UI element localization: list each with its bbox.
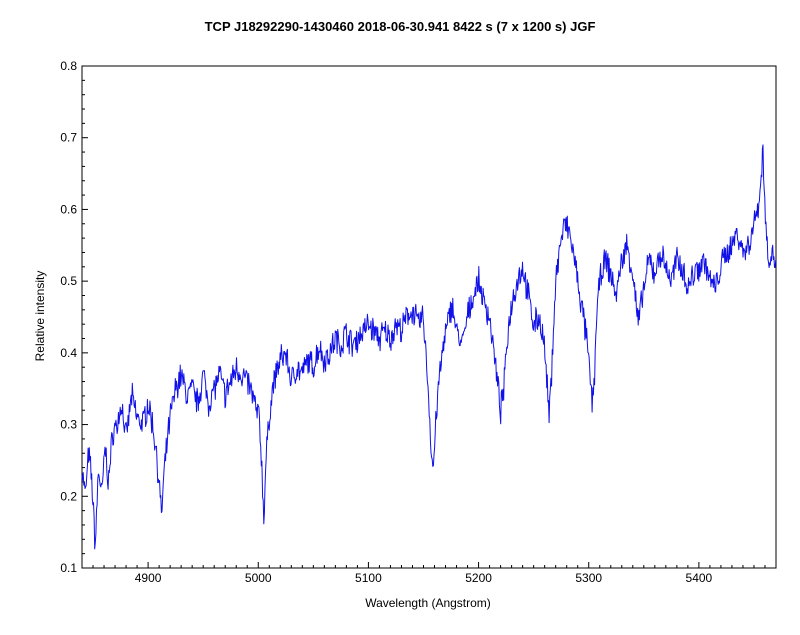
x-tick-label-5400: 5400 <box>686 571 713 585</box>
x-tick-label-4900: 4900 <box>135 571 162 585</box>
y-tick-label-0.5: 0.5 <box>60 274 77 288</box>
y-tick-label-0.7: 0.7 <box>60 131 77 145</box>
x-tick-label-5200: 5200 <box>465 571 492 585</box>
y-tick-label-0.4: 0.4 <box>60 346 77 360</box>
y-tick-label-0.3: 0.3 <box>60 418 77 432</box>
series-layer <box>81 144 777 550</box>
series-line-0 <box>81 144 777 550</box>
x-tick-label-5300: 5300 <box>575 571 602 585</box>
x-axis-label: Wavelength (Angstrom) <box>365 596 491 610</box>
plot-area <box>81 65 777 569</box>
chart-title: TCP J18292290-1430460 2018-06-30.941 842… <box>205 19 596 34</box>
y-axis-label: Relative intensity <box>33 271 47 362</box>
y-tick-label-0.6: 0.6 <box>60 202 77 216</box>
y-tick-label-0.2: 0.2 <box>60 489 77 503</box>
x-tick-label-5000: 5000 <box>245 571 272 585</box>
x-axis: 4900 5000 5100 5200 5300 5400 <box>81 562 777 585</box>
y-tick-label-0.8: 0.8 <box>60 59 77 73</box>
y-axis: 0.1 0.2 0.3 0.4 0.5 0.6 0.7 0.8 <box>60 59 88 575</box>
y-tick-label-0.1: 0.1 <box>60 561 77 575</box>
x-tick-label-5100: 5100 <box>355 571 382 585</box>
